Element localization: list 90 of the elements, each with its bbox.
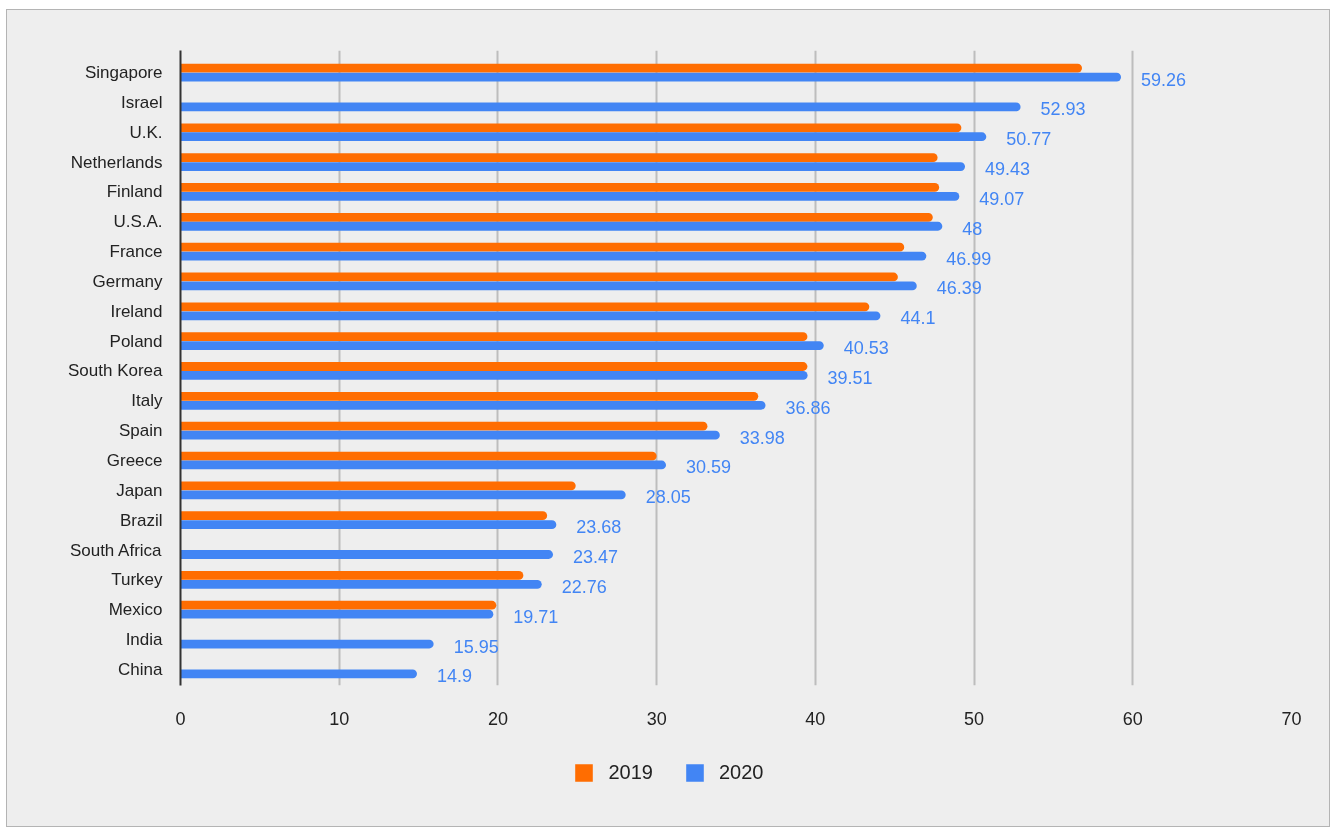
data-label: 49.43 xyxy=(985,159,1031,180)
data-label: 33.98 xyxy=(739,427,785,448)
bar xyxy=(180,311,881,321)
data-label: 22.76 xyxy=(561,576,607,597)
y-tick-label: Finland xyxy=(106,182,163,202)
bar xyxy=(180,281,917,291)
data-label: 23.68 xyxy=(576,517,622,538)
y-tick-label: Netherlands xyxy=(70,152,163,172)
y-tick-label: Greece xyxy=(106,451,163,470)
y-tick-label: India xyxy=(125,630,164,650)
data-label: 46.39 xyxy=(936,278,982,299)
data-label: 49.07 xyxy=(979,188,1025,209)
bar xyxy=(180,400,766,410)
y-tick-label: U.K. xyxy=(129,122,163,142)
y-tick-label: Spain xyxy=(119,421,163,441)
bar xyxy=(180,669,417,679)
bar xyxy=(180,183,940,192)
bar xyxy=(180,421,708,431)
data-label: 23.47 xyxy=(573,547,619,567)
data-label: 28.05 xyxy=(645,487,691,508)
x-tick-label: 20 xyxy=(487,708,508,729)
y-tick-label: Singapore xyxy=(85,63,163,83)
x-tick-label: 70 xyxy=(1281,708,1302,729)
data-label: 44.1 xyxy=(900,308,936,329)
data-label: 30.59 xyxy=(686,457,732,478)
bar xyxy=(180,123,962,133)
y-tick-label: Japan xyxy=(116,480,163,500)
y-tick-label: Mexico xyxy=(108,600,163,620)
bar xyxy=(180,341,824,351)
data-label: 40.53 xyxy=(843,338,889,359)
bar xyxy=(180,251,927,261)
bar xyxy=(180,362,808,371)
x-tick-label: 60 xyxy=(1122,708,1143,729)
legend-label: 2019 xyxy=(608,760,653,784)
bar xyxy=(180,639,434,649)
bar xyxy=(180,600,497,610)
bar xyxy=(180,460,667,470)
x-tick-label: 30 xyxy=(646,708,667,729)
data-label: 36.86 xyxy=(785,397,831,418)
y-tick-label: U.S.A. xyxy=(113,212,163,232)
data-label: 46.99 xyxy=(946,248,992,269)
bar xyxy=(180,72,1122,82)
bar xyxy=(180,242,905,252)
y-tick-label: Turkey xyxy=(111,570,163,590)
y-tick-label: South Africa xyxy=(69,540,163,560)
bar xyxy=(180,272,898,282)
bar xyxy=(180,212,933,222)
bar xyxy=(180,481,576,491)
bar xyxy=(180,550,553,559)
y-tick-label: China xyxy=(118,659,164,679)
data-label: 14.9 xyxy=(436,666,473,687)
data-label: 59.26 xyxy=(1141,69,1187,90)
bar xyxy=(180,132,987,142)
bar xyxy=(180,153,938,163)
bar xyxy=(180,579,542,589)
x-tick-label: 50 xyxy=(964,708,985,729)
bar xyxy=(180,102,1021,112)
y-tick-label: Brazil xyxy=(119,510,163,530)
y-tick-label: Italy xyxy=(131,391,163,411)
bar xyxy=(180,451,657,461)
bar xyxy=(180,511,548,521)
bar xyxy=(180,63,1082,73)
bar xyxy=(180,391,759,401)
data-label: 39.51 xyxy=(827,367,873,388)
bar xyxy=(180,430,720,440)
data-label: 50.77 xyxy=(1006,129,1052,150)
bar xyxy=(180,332,808,342)
y-tick-label: Ireland xyxy=(110,301,163,321)
bar xyxy=(180,192,960,201)
bar xyxy=(180,490,626,500)
y-tick-label: Germany xyxy=(92,271,163,291)
data-label: 19.71 xyxy=(513,606,559,627)
bar xyxy=(180,520,557,530)
bar xyxy=(180,609,494,619)
y-tick-label: Poland xyxy=(109,331,163,351)
bar xyxy=(180,302,870,312)
y-tick-label: Israel xyxy=(120,92,163,112)
x-tick-label: 0 xyxy=(175,708,186,729)
bar xyxy=(180,221,943,231)
data-label: 52.93 xyxy=(1040,99,1086,120)
data-label: 48 xyxy=(962,218,983,239)
bar xyxy=(180,371,808,380)
x-tick-label: 40 xyxy=(805,708,826,729)
bar xyxy=(180,571,524,580)
y-tick-label: France xyxy=(109,242,163,262)
data-label: 15.95 xyxy=(453,636,499,657)
legend-label: 2020 xyxy=(719,760,764,784)
x-tick-label: 10 xyxy=(329,708,350,729)
bar xyxy=(180,162,966,171)
y-tick-label: South Korea xyxy=(67,361,164,381)
